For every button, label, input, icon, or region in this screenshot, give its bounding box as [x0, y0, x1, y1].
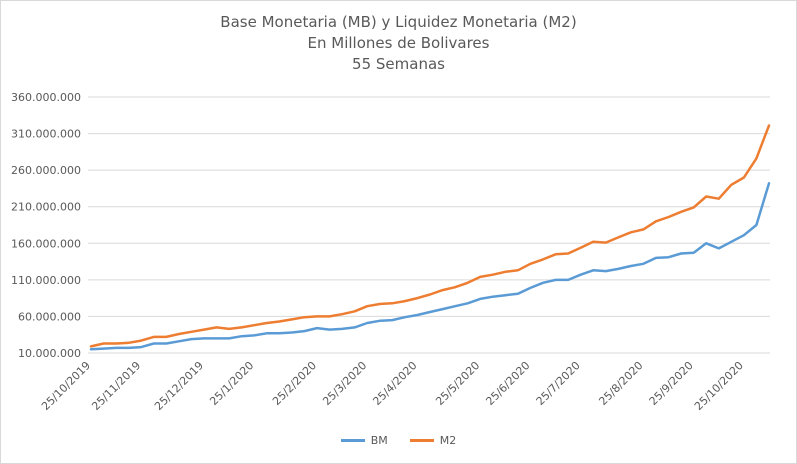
y-tick-label: 260.000.000	[11, 164, 81, 177]
y-tick-label: 10.000.000	[18, 347, 81, 360]
y-tick-label: 210.000.000	[11, 201, 81, 214]
y-tick-label: 110.000.000	[11, 274, 81, 287]
x-tick-label: 25/8/2020	[596, 359, 645, 408]
chart-title: Base Monetaria (MB) y Liquidez Monetaria…	[220, 13, 577, 31]
x-tick-label: 25/10/2020	[692, 359, 746, 413]
series-lines	[89, 124, 771, 351]
gridlines	[88, 96, 770, 354]
x-tick-label: 25/11/2019	[89, 359, 143, 413]
chart-subtitle-weeks: 55 Semanas	[352, 55, 445, 73]
y-tick-label: 310.000.000	[11, 128, 81, 141]
legend-item-m2: M2	[409, 434, 457, 447]
legend-swatch-bm	[340, 439, 365, 442]
x-tick-label: 25/2/2020	[270, 359, 319, 408]
x-tick-label: 25/10/2019	[39, 359, 93, 413]
x-tick-label: 25/12/2019	[152, 359, 206, 413]
legend-label-bm: BM	[370, 434, 388, 447]
x-tick-label: 25/9/2020	[647, 359, 696, 408]
y-axis: 10.000.000 60.000.000 110.000.000 160.000.0…	[11, 91, 81, 360]
legend: BM M2	[0, 434, 797, 447]
x-tick-label: 25/7/2020	[534, 359, 583, 408]
legend-swatch-m2	[409, 439, 434, 442]
y-tick-label: 160.000.000	[11, 237, 81, 250]
x-tick-label: 25/1/2020	[207, 359, 256, 408]
y-tick-label: 360.000.000	[11, 91, 81, 104]
series-line-m2	[89, 124, 771, 348]
legend-item-bm: BM	[340, 434, 388, 447]
series-line-bm	[89, 182, 771, 351]
x-tick-label: 25/5/2020	[433, 359, 482, 408]
x-tick-label: 25/3/2020	[320, 359, 369, 408]
x-tick-label: 25/6/2020	[483, 359, 532, 408]
chart-subtitle: En Millones de Bolivares	[307, 34, 490, 52]
x-tick-label: 25/4/2020	[370, 359, 419, 408]
y-tick-label: 60.000.000	[18, 310, 81, 323]
legend-label-m2: M2	[439, 434, 457, 447]
